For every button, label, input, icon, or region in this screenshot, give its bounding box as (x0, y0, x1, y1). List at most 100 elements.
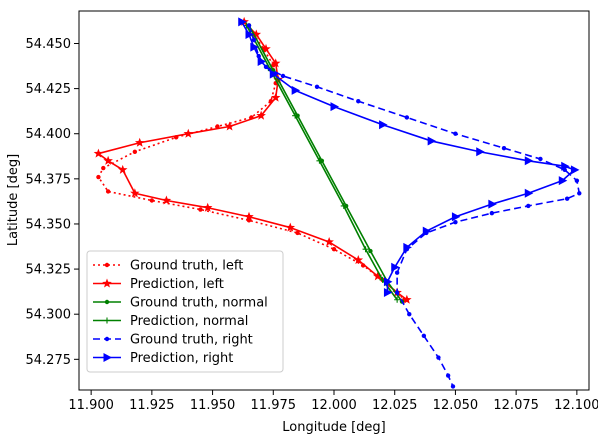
data-point (250, 42, 259, 52)
data-point (394, 296, 401, 303)
data-point (436, 355, 441, 360)
legend-label: Prediction, right (130, 351, 233, 366)
y-tick-label: 54.375 (26, 172, 72, 187)
data-point (269, 69, 279, 79)
data-point (295, 230, 300, 236)
y-axis-label: Latitude [deg] (6, 154, 21, 246)
data-point (362, 246, 369, 253)
legend-label: Prediction, left (130, 277, 224, 292)
data-point (394, 270, 400, 275)
data-point (251, 29, 262, 39)
data-point (285, 222, 296, 232)
data-point (316, 157, 323, 164)
data-point (291, 85, 301, 95)
legend-entry: Prediction, normal (93, 314, 248, 329)
data-point (270, 92, 281, 102)
x-tick-label: 12.075 (493, 398, 539, 413)
data-point (445, 373, 451, 378)
x-tick-label: 11.950 (190, 398, 236, 413)
legend-label: Prediction, normal (130, 314, 248, 329)
y-axis-ticks: 54.275 54.300 54.325 54.350 54.375 54.400 54.4… (26, 37, 79, 368)
x-tick-label: 12.000 (311, 398, 357, 413)
y-tick-label: 54.400 (26, 127, 72, 142)
data-point (558, 176, 568, 186)
data-point (105, 189, 111, 194)
data-point (314, 84, 320, 90)
data-point (101, 165, 106, 171)
legend: Ground truth, left Prediction, left Ground… (86, 250, 284, 373)
data-point (489, 210, 495, 216)
data-point (117, 164, 128, 174)
data-point (561, 161, 570, 171)
data-point (224, 121, 235, 131)
data-point (356, 99, 361, 104)
x-tick-label: 12.050 (433, 398, 479, 413)
legend-entry: Ground truth, normal (93, 296, 268, 311)
x-tick-label: 12.025 (372, 398, 418, 413)
data-point (134, 137, 145, 147)
data-point (256, 110, 266, 120)
x-axis-label: Longitude [deg] (282, 420, 385, 435)
data-point (130, 188, 140, 198)
legend-entry: Prediction, right (93, 351, 233, 366)
series-line (245, 25, 398, 301)
legend-label: Ground truth, normal (130, 296, 268, 311)
y-tick-label: 54.425 (26, 82, 72, 97)
data-point (427, 136, 437, 146)
data-point (245, 29, 254, 39)
data-point (391, 262, 400, 272)
data-point (407, 312, 412, 317)
data-point (246, 23, 252, 28)
data-point (453, 219, 458, 225)
data-point (238, 17, 247, 27)
data-point (488, 199, 497, 209)
y-tick-label: 54.275 (26, 353, 72, 368)
data-point (501, 145, 507, 151)
x-axis-ticks: 11.900 11.925 11.950 11.975 12.000 12.025 12.0… (68, 390, 598, 413)
data-point (574, 178, 580, 183)
data-point (215, 124, 220, 129)
data-point (476, 147, 485, 157)
data-point (394, 290, 400, 295)
data-point (202, 202, 213, 212)
data-point (402, 294, 412, 304)
data-point (251, 37, 257, 43)
data-point (331, 247, 337, 252)
legend-entry: Ground truth, right (93, 333, 253, 348)
data-point (280, 73, 286, 79)
series-3 (243, 22, 401, 303)
data-point (292, 112, 299, 119)
legend-label: Ground truth, right (130, 333, 253, 348)
data-point (96, 174, 101, 180)
legend-marker (104, 317, 110, 324)
data-point (330, 102, 339, 112)
series-layer (93, 16, 582, 389)
x-tick-label: 11.925 (129, 398, 175, 413)
data-point (257, 57, 267, 67)
data-point (149, 198, 155, 203)
y-tick-label: 54.450 (26, 37, 72, 52)
data-point (161, 195, 172, 205)
data-point (383, 277, 393, 287)
legend-marker (104, 299, 110, 305)
legend-entry: Ground truth, left (93, 259, 243, 274)
data-point (524, 156, 534, 166)
data-point (244, 211, 254, 221)
y-tick-label: 54.325 (26, 263, 72, 278)
x-tick-label: 11.900 (68, 398, 114, 413)
data-point (577, 191, 582, 196)
data-point (564, 196, 570, 201)
data-point (538, 156, 543, 162)
legend-marker (104, 336, 110, 342)
data-point (379, 120, 388, 130)
data-point (451, 212, 461, 222)
data-point (103, 155, 113, 165)
data-point (93, 148, 104, 158)
data-point (383, 288, 393, 298)
legend-marker (103, 353, 112, 362)
data-point (421, 333, 427, 339)
data-point (353, 255, 364, 265)
data-point (372, 271, 383, 281)
data-point (132, 149, 138, 154)
